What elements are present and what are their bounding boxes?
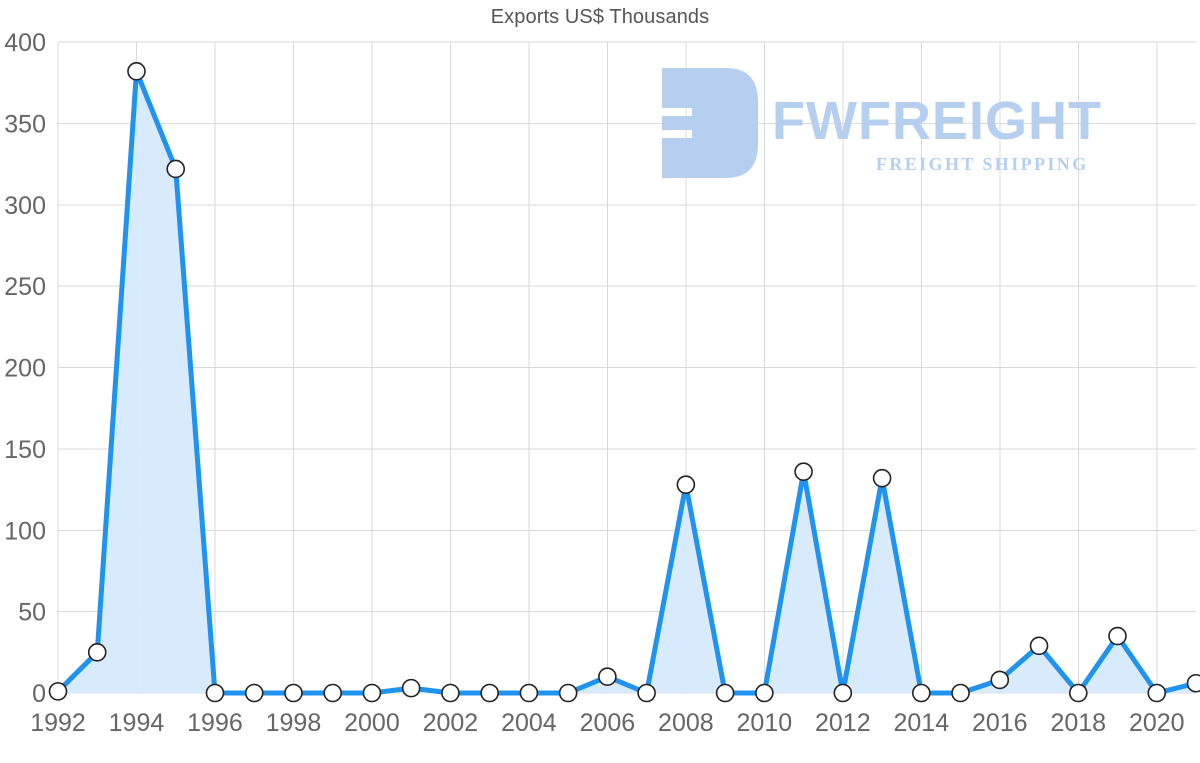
data-point-marker xyxy=(558,683,578,703)
x-axis-tick-label: 2020 xyxy=(1129,709,1185,737)
data-point-marker xyxy=(519,683,539,703)
data-point-marker xyxy=(872,468,892,488)
x-axis-tick-label: 1992 xyxy=(30,709,86,737)
data-point-marker xyxy=(401,678,421,698)
y-axis-tick-label: 400 xyxy=(4,29,46,57)
data-point-marker xyxy=(284,683,303,703)
y-axis-tick-label: 100 xyxy=(4,517,46,545)
data-point-marker xyxy=(362,683,382,703)
data-point-marker xyxy=(637,683,656,703)
series-line xyxy=(55,68,1199,696)
y-axis-tick-label: 300 xyxy=(4,192,46,220)
data-point-marker xyxy=(441,683,460,703)
data-point-marker xyxy=(794,462,813,481)
data-point-marker xyxy=(990,670,1010,690)
data-point-marker xyxy=(48,682,68,701)
y-axis-tick-label: 350 xyxy=(4,110,46,138)
data-point-marker xyxy=(87,643,107,662)
x-axis-tick-label: 2018 xyxy=(1050,709,1106,737)
data-point-marker xyxy=(676,475,696,494)
data-point-marker xyxy=(166,159,186,179)
data-point-marker xyxy=(205,683,225,703)
y-axis-tick-label: 200 xyxy=(4,355,46,383)
data-point-marker xyxy=(1147,683,1167,703)
y-axis-tick-label: 250 xyxy=(4,273,46,301)
x-axis-tick-label: 2008 xyxy=(658,709,714,737)
y-axis-tick-label: 150 xyxy=(4,436,46,464)
x-axis-tick-label: 2000 xyxy=(344,709,400,737)
series-area-fill xyxy=(58,71,1196,694)
data-point-marker xyxy=(912,683,931,703)
data-point-marker xyxy=(480,683,499,703)
x-axis-tick-label: 1994 xyxy=(109,709,165,737)
x-axis-tick-label: 2016 xyxy=(972,709,1028,737)
data-point-marker xyxy=(1068,683,1088,703)
data-point-marker xyxy=(598,667,617,687)
data-point-marker xyxy=(1108,626,1127,646)
data-point-marker xyxy=(951,683,970,703)
y-axis-tick-labels: 0 50 100 150 200 250 300 350 400 xyxy=(4,29,46,708)
x-axis-tick-labels: 1992 1994 1996 1998 2000 2002 2004 2006 2008 2010… xyxy=(30,709,1184,737)
x-axis-tick-label: 1996 xyxy=(187,709,243,737)
data-point-marker xyxy=(127,62,146,81)
data-point-marker xyxy=(715,683,735,703)
x-axis-tick-label: 2004 xyxy=(501,709,557,737)
data-point-marker xyxy=(755,683,774,703)
data-point-marker xyxy=(323,683,342,703)
data-point-marker xyxy=(833,683,853,703)
series-markers xyxy=(48,62,1200,703)
x-axis-tick-label: 2012 xyxy=(815,709,871,737)
x-axis-tick-label: 2010 xyxy=(737,709,793,737)
data-point-marker xyxy=(1029,636,1049,656)
data-point-marker xyxy=(1186,673,1200,693)
data-point-marker xyxy=(244,683,264,703)
x-axis-tick-label: 2006 xyxy=(580,709,636,737)
x-axis-tick-label: 2002 xyxy=(423,709,479,737)
y-axis-tick-label: 0 xyxy=(32,680,46,708)
chart-gridlines xyxy=(57,41,1196,694)
chart-title: Exports US$ Thousands xyxy=(490,6,710,28)
y-axis-tick-label: 50 xyxy=(18,599,46,627)
x-axis-tick-label: 1998 xyxy=(266,709,322,737)
x-axis-tick-label: 2014 xyxy=(893,709,949,737)
